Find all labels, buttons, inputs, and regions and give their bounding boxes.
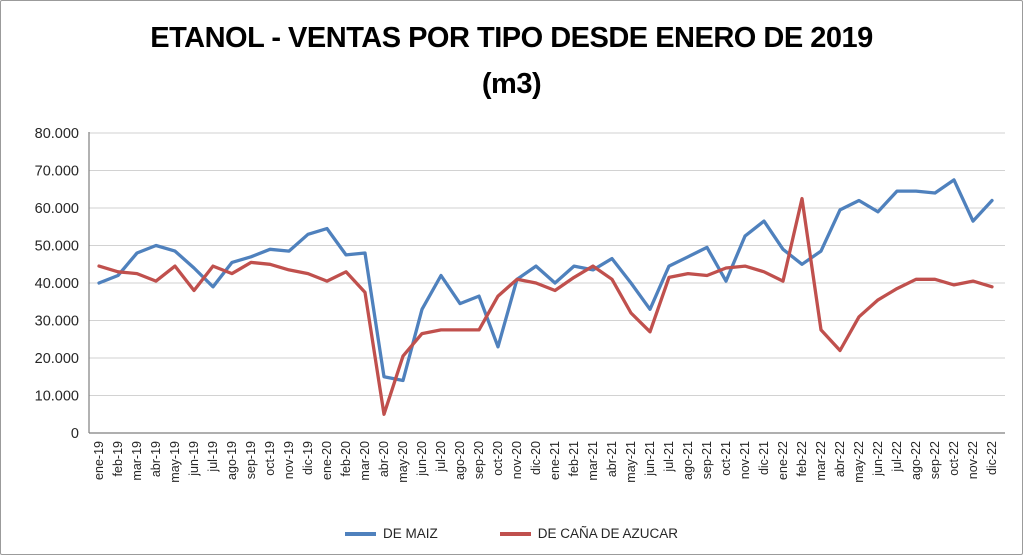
legend-label: DE CAÑA DE AZUCAR xyxy=(537,526,679,541)
y-axis-tick-label: 80.000 xyxy=(35,126,79,142)
series-line-de-ca-a-de-azucar xyxy=(97,196,994,416)
x-axis-tick-label: ago-20 xyxy=(453,441,467,480)
y-axis-tick-label: 30.000 xyxy=(35,314,79,330)
y-axis-tick-label: 50.000 xyxy=(35,239,79,255)
x-axis-tick-label: ago-22 xyxy=(909,441,923,480)
x-axis-tick-label: feb-22 xyxy=(795,441,809,476)
y-axis-tick-label: 20.000 xyxy=(35,351,79,367)
x-axis-tick-label: feb-21 xyxy=(567,441,581,476)
x-axis-tick-label: nov-21 xyxy=(738,441,752,479)
x-axis-tick-label: dic-22 xyxy=(985,441,999,475)
legend-line-swatch xyxy=(499,531,531,536)
x-axis-tick-label: oct-20 xyxy=(491,441,505,476)
chart-title-line2: (m3) xyxy=(481,68,542,100)
x-axis-tick-label: mar-22 xyxy=(814,441,828,481)
y-axis-tick-label: 40.000 xyxy=(35,276,79,292)
series-line-de-maiz xyxy=(97,178,994,383)
x-axis-tick-label: dic-21 xyxy=(757,441,771,475)
x-axis-tick-label: abr-22 xyxy=(833,441,847,477)
x-axis-tick-label: feb-20 xyxy=(339,441,353,476)
x-axis-tick-label: sep-22 xyxy=(928,441,942,479)
x-axis-tick-label: oct-22 xyxy=(947,441,961,476)
legend-item: DE CAÑA DE AZUCAR xyxy=(499,526,679,541)
x-axis-tick-label: jun-21 xyxy=(643,441,657,477)
x-axis-tick-label: nov-22 xyxy=(966,441,980,479)
x-axis-tick-label: dic-20 xyxy=(529,441,543,475)
x-axis-tick-label: abr-19 xyxy=(149,441,163,477)
x-axis-tick-label: ene-22 xyxy=(776,441,790,480)
x-axis-tick-label: ago-19 xyxy=(225,441,239,480)
x-axis-tick-label: dic-19 xyxy=(301,441,315,475)
x-axis-tick-label: sep-19 xyxy=(244,441,258,479)
x-axis-tick-label: oct-19 xyxy=(263,441,277,476)
x-axis-tick-label: jun-19 xyxy=(187,441,201,477)
x-axis-tick-label: ene-20 xyxy=(320,441,334,480)
x-axis-tick-label: ene-21 xyxy=(548,441,562,480)
y-axis-tick-label: 60.000 xyxy=(35,201,79,217)
x-axis-tick-label: abr-21 xyxy=(605,441,619,477)
x-axis-tick-label: oct-21 xyxy=(719,441,733,476)
y-axis-tick-label: 10.000 xyxy=(35,389,79,405)
x-axis-tick-label: mar-20 xyxy=(358,441,372,481)
x-axis-tick-label: sep-20 xyxy=(472,441,486,479)
chart-title-line1: ETANOL - VENTAS POR TIPO DESDE ENERO DE … xyxy=(150,22,873,54)
legend-item: DE MAIZ xyxy=(344,526,438,541)
x-axis-tick-label: jun-22 xyxy=(871,441,885,477)
y-axis-tick-label: 0 xyxy=(71,426,79,442)
x-axis-tick-label: jul-21 xyxy=(662,441,676,473)
x-axis-tick-label: may-19 xyxy=(168,441,182,483)
x-axis-tick-label: jul-20 xyxy=(434,441,448,473)
x-axis-tick-label: jul-19 xyxy=(206,441,220,473)
y-axis-tick-label: 70.000 xyxy=(35,164,79,180)
x-axis-tick-label: nov-20 xyxy=(510,441,524,479)
x-axis-tick-label: sep-21 xyxy=(700,441,714,479)
chart-title: ETANOL - VENTAS POR TIPO DESDE ENERO DE … xyxy=(1,15,1022,107)
x-axis-tick-label: mar-19 xyxy=(130,441,144,481)
x-axis-tick-label: mar-21 xyxy=(586,441,600,481)
x-axis-tick-label: ene-19 xyxy=(92,441,106,480)
chart-legend: DE MAIZ DE CAÑA DE AZUCAR xyxy=(1,526,1022,541)
x-axis-tick-label: ago-21 xyxy=(681,441,695,480)
x-axis-tick-label: abr-20 xyxy=(377,441,391,477)
x-axis-tick-label: jun-20 xyxy=(415,441,429,477)
x-axis-tick-label: jul-22 xyxy=(890,441,904,473)
x-axis-tick-label: may-20 xyxy=(396,441,410,483)
x-axis-tick-label: may-21 xyxy=(624,441,638,483)
legend-label: DE MAIZ xyxy=(382,526,438,541)
x-axis-tick-label: feb-19 xyxy=(111,441,125,476)
legend-line-swatch xyxy=(344,531,376,536)
x-axis-tick-label: may-22 xyxy=(852,441,866,483)
x-axis-tick-label: nov-19 xyxy=(282,441,296,479)
